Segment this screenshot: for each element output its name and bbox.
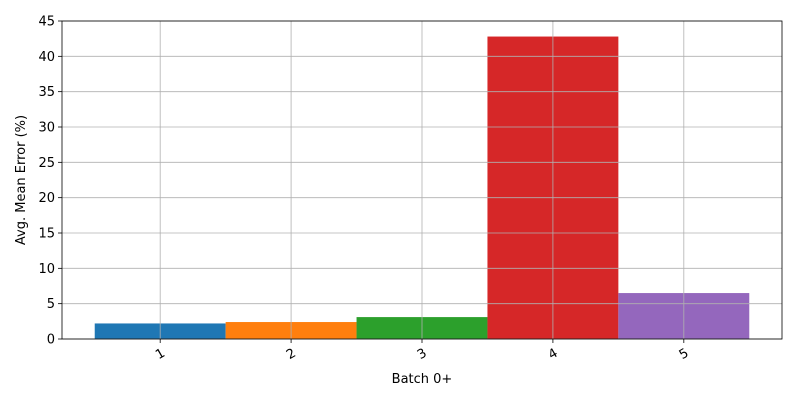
y-axis: 0 5 10 15 20 25 30 35 40 45 [38, 15, 62, 348]
y-tick-label: 20 [38, 191, 55, 206]
grid-lines [62, 20, 782, 340]
y-tick-label: 10 [38, 262, 55, 277]
y-tick-label: 35 [38, 85, 55, 100]
x-tick-label: 5 [677, 346, 692, 363]
x-tick-label: 2 [284, 346, 299, 363]
y-tick-label: 45 [38, 15, 55, 30]
y-tick-label: 30 [38, 121, 55, 136]
x-tick-label: 1 [153, 346, 168, 363]
x-axis: 1 2 3 4 5 [153, 339, 691, 363]
x-tick-label: 4 [546, 346, 561, 363]
x-axis-label: Batch 0+ [392, 372, 453, 387]
y-tick-label: 40 [38, 50, 55, 65]
y-tick-label: 5 [47, 297, 55, 312]
y-tick-label: 0 [47, 333, 55, 348]
x-tick-label: 3 [415, 346, 430, 363]
y-axis-label: Avg. Mean Error (%) [14, 115, 29, 245]
y-tick-label: 25 [38, 156, 55, 171]
y-tick-label: 15 [38, 227, 55, 242]
